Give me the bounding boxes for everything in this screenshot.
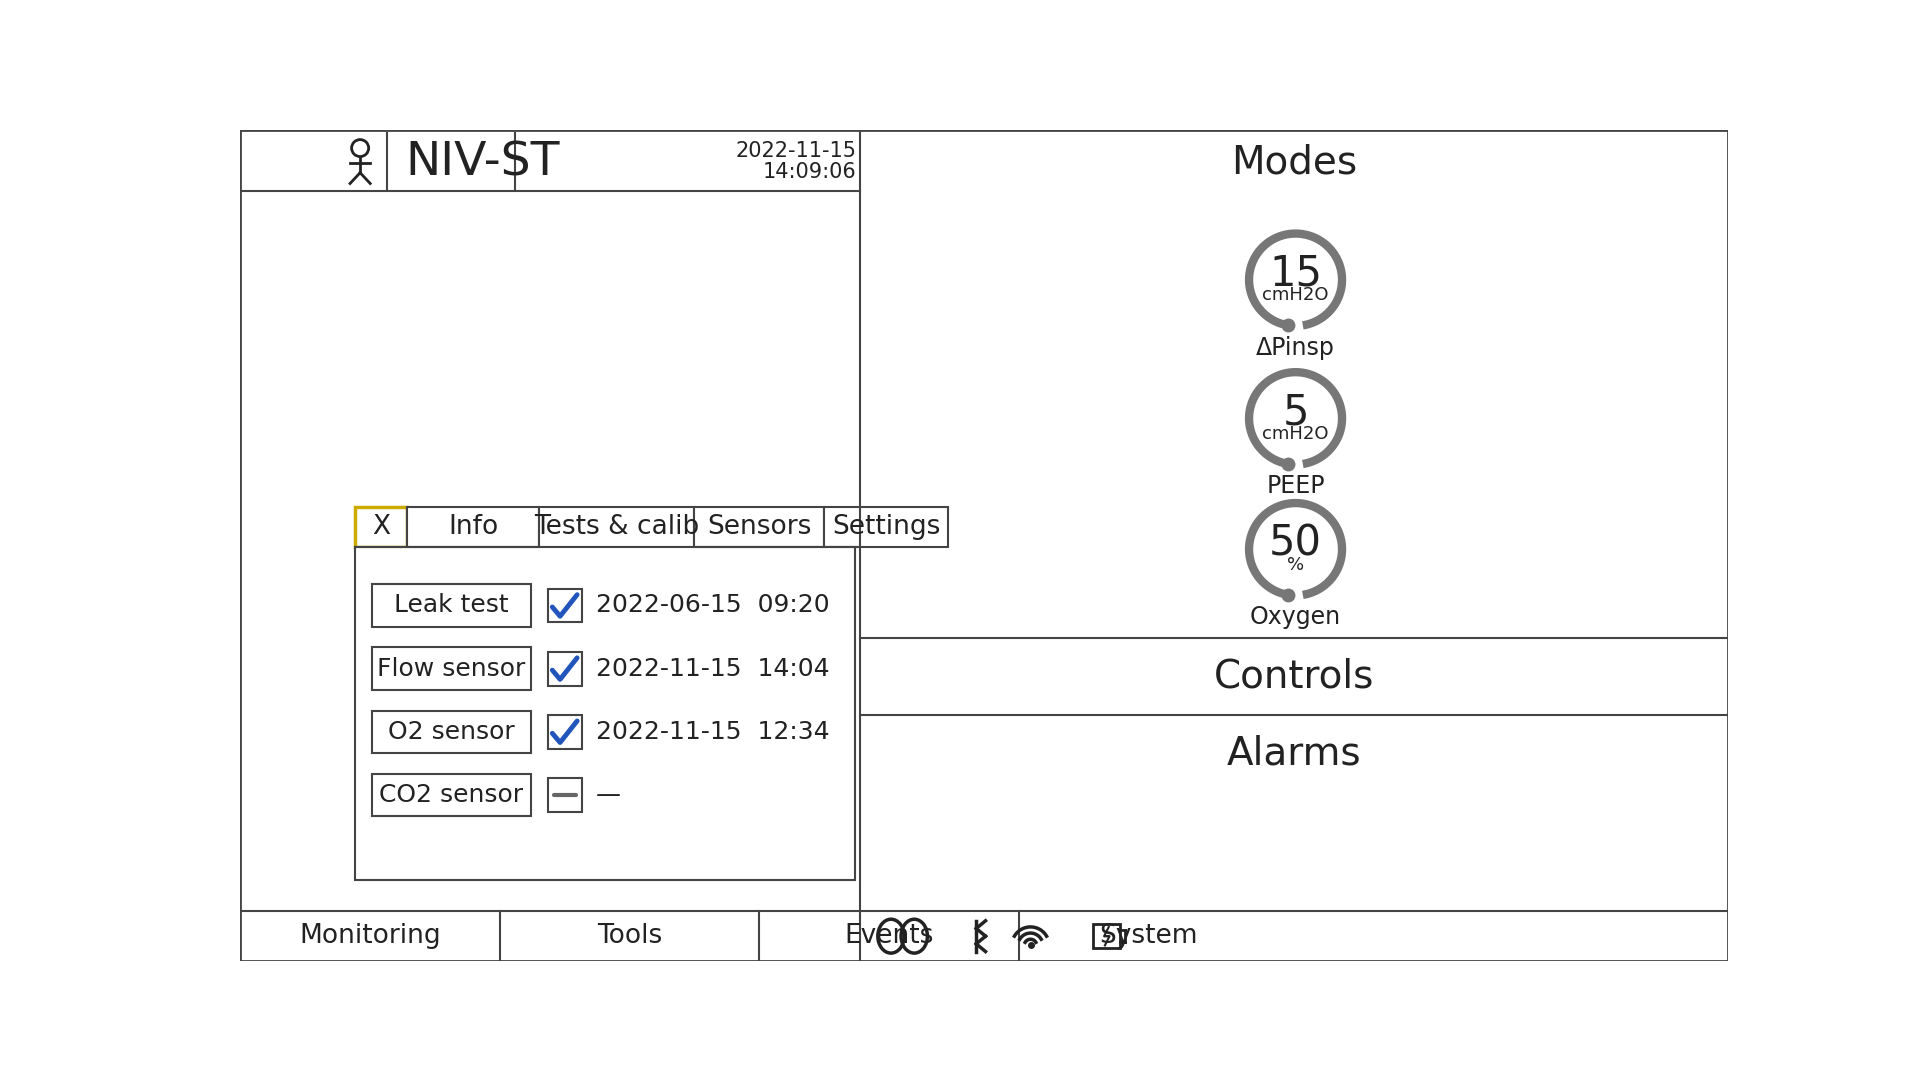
Text: 2022-11-15  14:04: 2022-11-15 14:04 bbox=[595, 657, 829, 680]
Text: Info: Info bbox=[447, 514, 499, 540]
Text: Oxygen: Oxygen bbox=[1250, 605, 1340, 629]
Text: Monitoring: Monitoring bbox=[300, 923, 440, 949]
FancyBboxPatch shape bbox=[695, 507, 824, 546]
Text: System: System bbox=[1100, 923, 1198, 949]
Text: Flow sensor: Flow sensor bbox=[376, 657, 526, 680]
Text: PEEP: PEEP bbox=[1267, 474, 1325, 498]
Text: %: % bbox=[1286, 555, 1304, 573]
FancyBboxPatch shape bbox=[547, 589, 582, 622]
FancyBboxPatch shape bbox=[372, 711, 530, 753]
FancyBboxPatch shape bbox=[355, 507, 407, 546]
Text: 14:09:06: 14:09:06 bbox=[762, 162, 856, 181]
Text: O2 sensor: O2 sensor bbox=[388, 719, 515, 744]
Text: Events: Events bbox=[845, 923, 933, 949]
Text: ΔPinsp: ΔPinsp bbox=[1256, 336, 1334, 360]
FancyBboxPatch shape bbox=[547, 715, 582, 748]
Text: NIV-ST: NIV-ST bbox=[405, 140, 559, 185]
Text: Tools: Tools bbox=[597, 923, 662, 949]
Text: Controls: Controls bbox=[1213, 658, 1375, 696]
Text: Tests & calib: Tests & calib bbox=[534, 514, 699, 540]
Text: 50: 50 bbox=[1269, 522, 1323, 564]
FancyBboxPatch shape bbox=[372, 773, 530, 816]
Text: Modes: Modes bbox=[1231, 144, 1357, 181]
Text: 2022-11-15  12:34: 2022-11-15 12:34 bbox=[595, 719, 829, 744]
Text: Leak test: Leak test bbox=[394, 594, 509, 618]
Text: 15: 15 bbox=[1269, 253, 1323, 295]
Text: Sensors: Sensors bbox=[707, 514, 812, 540]
FancyBboxPatch shape bbox=[407, 507, 540, 546]
Text: cmH2O: cmH2O bbox=[1261, 424, 1329, 443]
Text: 2022-06-15  09:20: 2022-06-15 09:20 bbox=[595, 594, 829, 618]
FancyBboxPatch shape bbox=[540, 507, 695, 546]
FancyBboxPatch shape bbox=[824, 507, 948, 546]
Text: —: — bbox=[595, 783, 620, 807]
Text: 5: 5 bbox=[1283, 391, 1309, 433]
Text: Alarms: Alarms bbox=[1227, 734, 1361, 772]
Text: CO2 sensor: CO2 sensor bbox=[378, 783, 524, 807]
Text: cmH2O: cmH2O bbox=[1261, 286, 1329, 305]
FancyBboxPatch shape bbox=[372, 584, 530, 626]
Text: X: X bbox=[372, 514, 390, 540]
Text: 2022-11-15: 2022-11-15 bbox=[735, 141, 856, 161]
FancyBboxPatch shape bbox=[547, 651, 582, 686]
FancyBboxPatch shape bbox=[355, 546, 854, 879]
FancyBboxPatch shape bbox=[547, 778, 582, 812]
Text: Settings: Settings bbox=[831, 514, 941, 540]
FancyBboxPatch shape bbox=[372, 647, 530, 690]
